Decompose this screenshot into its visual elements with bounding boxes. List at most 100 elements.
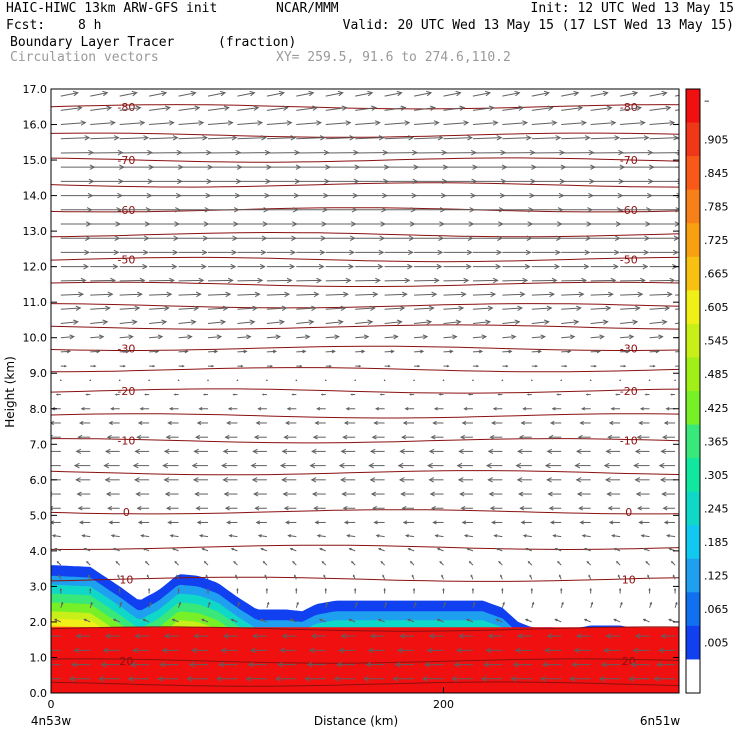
wind-vector — [620, 291, 644, 298]
wind-vector — [354, 379, 356, 382]
wind-vector — [208, 178, 242, 185]
wind-vector — [409, 560, 415, 566]
wind-vector — [369, 448, 385, 455]
wind-vector — [502, 305, 524, 311]
wind-vector — [647, 574, 651, 580]
y-tick-label: 12.0 — [23, 261, 48, 274]
wind-vector — [517, 633, 532, 639]
wind-vector — [296, 178, 330, 185]
wind-vector — [561, 319, 580, 325]
wind-vector — [119, 178, 154, 185]
wind-vector — [642, 618, 650, 623]
circulation-vectors — [51, 90, 679, 682]
wind-vector — [516, 477, 532, 483]
y-tick-label: 0.0 — [30, 687, 48, 700]
wind-vector — [407, 547, 415, 552]
wind-vector — [266, 164, 302, 170]
wind-vector — [466, 547, 474, 552]
wind-vector — [207, 334, 223, 340]
wind-vector — [472, 192, 506, 199]
wind-vector — [658, 647, 676, 654]
wind-vector — [266, 364, 274, 368]
wind-vector — [548, 505, 562, 511]
wind-vector — [480, 676, 503, 682]
wind-vector — [561, 277, 588, 284]
wind-vector — [314, 420, 326, 426]
wind-vector — [456, 462, 473, 469]
wind-vector — [498, 560, 503, 566]
wind-vector — [414, 164, 449, 170]
wind-vector — [343, 520, 356, 525]
wind-vector — [165, 434, 179, 440]
wind-vector — [167, 420, 179, 426]
wind-vector — [620, 90, 639, 97]
wind-vector — [471, 587, 475, 594]
wind-vector — [195, 505, 208, 511]
y-axis-title: Height (km) — [3, 356, 17, 427]
wind-vector — [296, 364, 303, 368]
wind-vector — [236, 379, 239, 382]
wind-vector — [384, 235, 415, 241]
wind-vector — [296, 319, 315, 325]
isotherm-line — [51, 231, 679, 238]
wind-vector — [502, 249, 532, 256]
wind-vector — [531, 105, 554, 111]
wind-vector — [266, 105, 289, 111]
wind-vector — [414, 192, 447, 199]
wind-vector — [90, 263, 119, 270]
wind-vector — [502, 291, 526, 298]
isotherm-label: -80 — [117, 101, 135, 114]
wind-vector — [608, 420, 621, 426]
y-tick-label: 17.0 — [23, 83, 48, 96]
wind-vector — [590, 249, 620, 256]
wind-vector — [296, 149, 330, 156]
wind-vector — [639, 406, 650, 411]
wind-vector — [281, 633, 297, 639]
wind-vector — [266, 277, 293, 284]
wind-vector — [590, 349, 601, 354]
isotherm-label: -70 — [117, 154, 135, 167]
wind-vector — [309, 462, 326, 469]
wind-vector — [443, 207, 476, 213]
wind-vector — [576, 491, 591, 497]
wind-vector — [232, 393, 238, 396]
colorbar-label: .305 — [704, 469, 729, 482]
wind-vector — [384, 601, 388, 608]
wind-vector — [51, 448, 61, 455]
wind-vector — [502, 135, 532, 141]
wind-vector — [590, 291, 614, 298]
wind-vector — [60, 319, 79, 325]
colorbar-swatch — [686, 290, 700, 325]
wind-vector — [673, 587, 677, 594]
wind-vector — [666, 534, 676, 538]
wind-vector — [662, 434, 676, 440]
wind-vector — [384, 249, 414, 256]
wind-vector — [142, 547, 150, 552]
wind-vector — [282, 491, 297, 497]
wind-vector — [325, 90, 344, 97]
wind-vector — [575, 448, 591, 455]
isotherm-label: -70 — [620, 154, 638, 167]
wind-vector — [266, 221, 298, 227]
wind-vector — [472, 601, 476, 608]
wind-vector — [207, 379, 209, 382]
wind-vector — [590, 178, 625, 185]
wind-vector — [600, 661, 621, 668]
wind-vector — [100, 661, 120, 668]
wind-vector — [338, 462, 356, 469]
wind-vector — [355, 349, 366, 354]
wind-vector — [620, 249, 650, 256]
wind-vector — [226, 420, 238, 426]
init-time: Init: 12 UTC Wed 13 May 15 — [530, 1, 735, 16]
wind-vector — [442, 587, 445, 594]
wind-vector — [458, 633, 473, 639]
wind-vector — [215, 676, 238, 682]
y-tick-label: 6.0 — [30, 474, 48, 487]
wind-vector — [134, 633, 150, 639]
wind-vector — [294, 574, 297, 580]
wind-vector — [458, 448, 473, 455]
wind-vector — [382, 574, 386, 580]
wind-vector — [163, 448, 179, 455]
wind-vector — [237, 277, 264, 284]
wind-vector — [222, 448, 238, 455]
